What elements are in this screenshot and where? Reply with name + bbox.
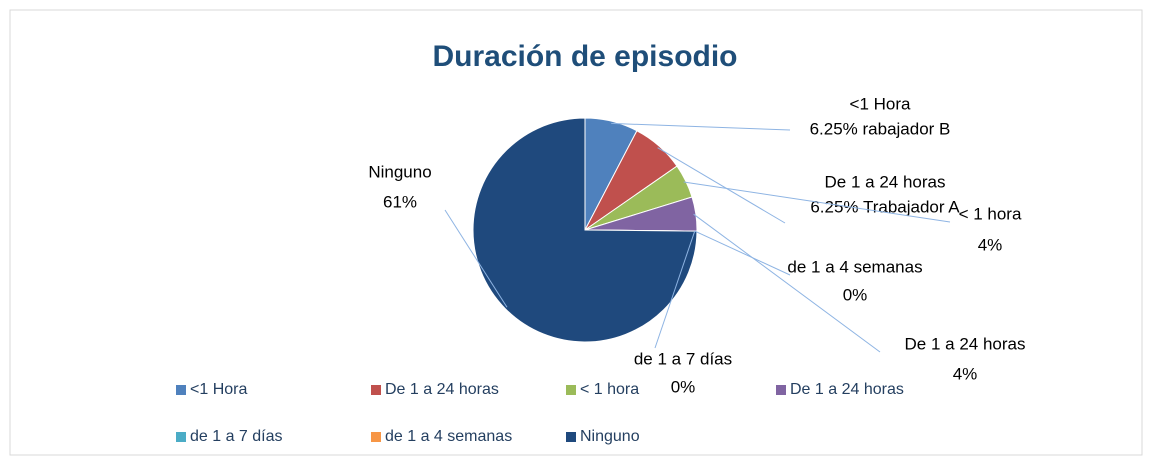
legend-swatch xyxy=(176,385,186,395)
legend-label: de 1 a 7 días xyxy=(190,428,283,445)
legend-label: < 1 hora xyxy=(580,381,639,398)
data-label-name: De 1 a 24 horas xyxy=(905,334,1026,353)
leader-line xyxy=(444,209,508,308)
leader-line xyxy=(654,230,696,349)
legend-label: de 1 a 4 semanas xyxy=(385,428,512,445)
data-label-name: de 1 a 7 días xyxy=(634,349,732,368)
leader-line xyxy=(693,213,881,353)
legend-label: Ninguno xyxy=(580,428,640,445)
data-label-value: 4% xyxy=(953,364,978,383)
data-label-value: 0% xyxy=(671,377,696,396)
leader-line xyxy=(683,181,951,223)
data-label-value: 6.25% rabajador B xyxy=(810,119,951,138)
legend-label: <1 Hora xyxy=(190,381,247,398)
legend-swatch xyxy=(566,432,576,442)
leader-line xyxy=(694,230,791,276)
data-label-value: 6.25% Trabajador A xyxy=(810,197,960,216)
legend-swatch xyxy=(566,385,576,395)
data-label-value: 0% xyxy=(843,285,868,304)
legend-swatch xyxy=(371,385,381,395)
leader-line xyxy=(611,122,791,131)
data-label-name: de 1 a 4 semanas xyxy=(787,257,922,276)
data-label-name: <1 Hora xyxy=(850,94,911,113)
chart-title: Duración de episodio xyxy=(432,40,737,73)
legend-swatch xyxy=(176,432,186,442)
legend-swatch xyxy=(776,385,786,395)
data-label-name: < 1 hora xyxy=(959,204,1022,223)
legend-swatch xyxy=(371,432,381,442)
legend-label: De 1 a 24 horas xyxy=(385,381,499,398)
leader-line xyxy=(657,147,786,224)
legend-label: De 1 a 24 horas xyxy=(790,381,904,398)
data-label-name: De 1 a 24 horas xyxy=(825,172,946,191)
data-label-value: 4% xyxy=(978,235,1003,254)
data-label-name: Ninguno xyxy=(368,162,431,181)
data-label-value: 61% xyxy=(383,192,417,211)
